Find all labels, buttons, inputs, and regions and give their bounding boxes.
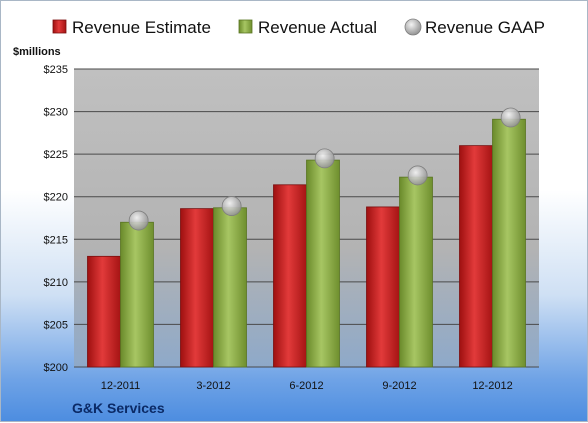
estimate-bar [366, 206, 400, 368]
legend: Revenue Estimate Revenue Actual Revenue GA… [52, 18, 545, 37]
y-tick-labels: $200 $205 $210 $215 $220 $225 $230 $235 [44, 64, 68, 374]
y-tick-label: $210 [44, 277, 68, 289]
gaap-marker [500, 107, 521, 128]
y-axis-unit-label: $millions [13, 46, 61, 58]
y-tick-label: $215 [44, 234, 68, 246]
legend-actual-label: Revenue Actual [258, 18, 377, 37]
estimate-bar [87, 255, 121, 368]
estimate-bar [180, 208, 214, 368]
y-tick-label: $200 [44, 362, 68, 374]
company-label: G&K Services [72, 400, 165, 416]
actual-bar [492, 118, 526, 368]
estimate-bar [459, 145, 493, 368]
actual-bar [120, 221, 154, 368]
gaap-marker [221, 196, 242, 216]
actual-bar [213, 207, 247, 368]
x-tick-label: 12-2011 [101, 380, 141, 392]
gaap-marker [314, 148, 335, 169]
y-tick-label: $205 [44, 319, 68, 331]
legend-estimate-label: Revenue Estimate [72, 18, 211, 37]
legend-estimate-swatch [52, 19, 67, 34]
y-tick-label: $225 [44, 149, 68, 161]
legend-gaap-swatch [404, 18, 422, 36]
estimate-bar [273, 184, 307, 368]
gaap-markers [128, 107, 521, 231]
y-tick-label: $220 [44, 192, 68, 204]
y-tick-label: $230 [44, 107, 68, 119]
x-tick-label: 6-2012 [289, 380, 323, 392]
legend-gaap-label: Revenue GAAP [425, 18, 545, 37]
x-tick-labels: 12-2011 3-2012 6-2012 9-2012 12-2012 [101, 380, 513, 392]
x-tick-label: 3-2012 [196, 380, 230, 392]
x-tick-label: 12-2012 [472, 380, 512, 392]
actual-bar [399, 176, 433, 368]
x-tick-label: 9-2012 [382, 380, 416, 392]
legend-actual-swatch [238, 19, 253, 34]
y-tick-label: $235 [44, 64, 68, 76]
gaap-marker [128, 210, 149, 231]
bars [87, 118, 526, 368]
actual-bar [306, 159, 340, 368]
gaap-marker [407, 165, 428, 186]
